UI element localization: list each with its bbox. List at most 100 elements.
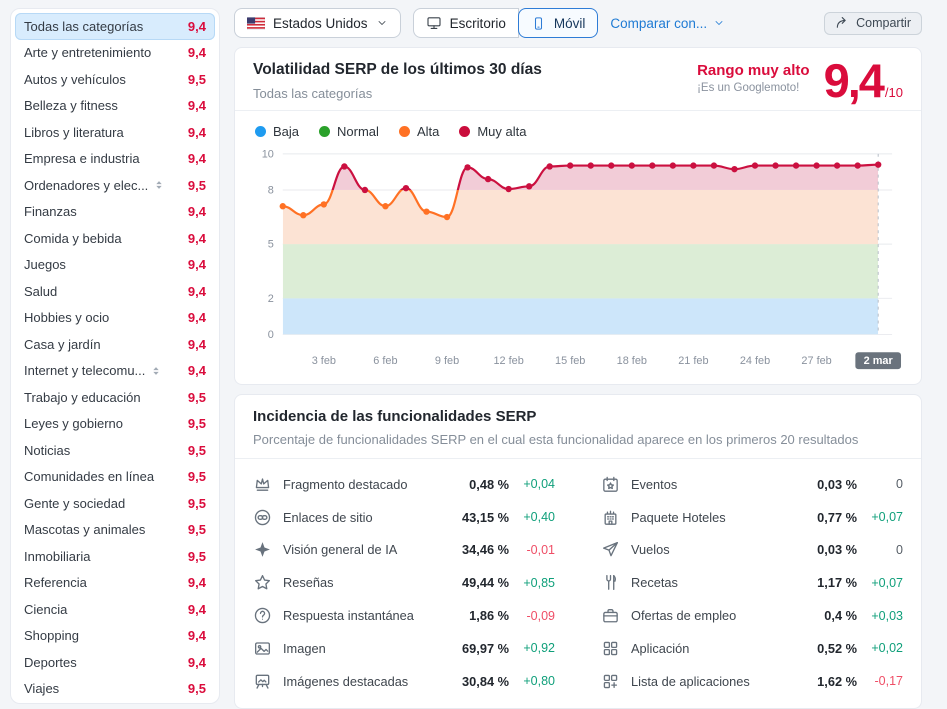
device-desktop-button[interactable]: Escritorio <box>413 8 519 38</box>
sidebar-item-trabajo-y-educaci-n[interactable]: Trabajo y educación9,5 <box>15 384 215 411</box>
flights-icon <box>601 540 620 559</box>
instant-answer-icon <box>253 606 272 625</box>
sidebar-item-viajes[interactable]: Viajes9,5 <box>15 676 215 703</box>
volatility-score: 9,4 /10 <box>824 61 903 101</box>
country-label: Estados Unidos <box>273 16 368 31</box>
crown-icon <box>253 475 272 494</box>
sidebar-item-empresa-e-industria[interactable]: Empresa e industria9,4 <box>15 146 215 173</box>
category-score: 9,5 <box>188 549 206 564</box>
category-score: 9,4 <box>188 310 206 325</box>
category-label: Belleza y fitness <box>24 98 188 113</box>
category-score: 9,4 <box>188 231 206 246</box>
category-score: 9,4 <box>188 257 206 272</box>
sidebar-item-hobbies-y-ocio[interactable]: Hobbies y ocio9,4 <box>15 305 215 332</box>
feature-row-paquete-hoteles: Paquete Hoteles0,77 %+0,07 <box>601 501 903 534</box>
legend-item-alta: Alta <box>399 124 439 139</box>
sidebar-item-ordenadores-y-elec[interactable]: Ordenadores y elec...9,5 <box>15 172 215 199</box>
feature-label: Visión general de IA <box>283 542 451 557</box>
share-button[interactable]: Compartir <box>824 12 922 35</box>
features-grid: Fragmento destacado0,48 %+0,04Enlaces de… <box>253 459 903 707</box>
sidebar-item-finanzas[interactable]: Finanzas9,4 <box>15 199 215 226</box>
sidebar-item-inmobiliaria[interactable]: Inmobiliaria9,5 <box>15 543 215 570</box>
sidebar-item-ciencia[interactable]: Ciencia9,4 <box>15 596 215 623</box>
features-column-right: Eventos0,03 %0Paquete Hoteles0,77 %+0,07… <box>601 468 903 698</box>
mobile-icon <box>531 16 546 31</box>
category-score: 9,5 <box>188 178 206 193</box>
sidebar-item-casa-y-jard-n[interactable]: Casa y jardín9,4 <box>15 331 215 358</box>
range-label: Rango muy alto <box>697 62 810 79</box>
chevron-down-icon <box>376 17 388 29</box>
device-mobile-label: Móvil <box>554 16 586 31</box>
category-score: 9,5 <box>188 443 206 458</box>
feature-change: 0 <box>857 543 903 557</box>
feature-label: Enlaces de sitio <box>283 510 451 525</box>
category-label: Salud <box>24 284 188 299</box>
sitelinks-icon <box>253 508 272 527</box>
features-card-header: Incidencia de las funcionalidades SERP P… <box>235 395 921 459</box>
sidebar-item-noticias[interactable]: Noticias9,5 <box>15 437 215 464</box>
feature-value: 49,44 % <box>451 575 509 590</box>
svg-text:8: 8 <box>268 184 274 196</box>
category-list: Todas las categorías9,4Arte y entretenim… <box>15 13 215 702</box>
category-label: Internet y telecomu... <box>24 363 188 378</box>
sidebar-item-salud[interactable]: Salud9,4 <box>15 278 215 305</box>
category-label: Shopping <box>24 628 188 643</box>
compare-with-label: Comparar con... <box>610 16 707 31</box>
country-select[interactable]: Estados Unidos <box>234 8 401 38</box>
feature-value: 69,97 % <box>451 641 509 656</box>
compare-with-link[interactable]: Comparar con... <box>610 16 725 31</box>
image-icon <box>253 639 272 658</box>
sidebar-item-leyes-y-gobierno[interactable]: Leyes y gobierno9,5 <box>15 411 215 438</box>
category-score: 9,5 <box>188 72 206 87</box>
sidebar-item-todas-las-categor-as[interactable]: Todas las categorías9,4 <box>15 13 215 40</box>
legend-label: Baja <box>273 124 299 139</box>
feature-value: 0,48 % <box>451 477 509 492</box>
feature-row-vuelos: Vuelos0,03 %0 <box>601 534 903 567</box>
sidebar-item-autos-y-veh-culos[interactable]: Autos y vehículos9,5 <box>15 66 215 93</box>
feature-label: Reseñas <box>283 575 451 590</box>
sidebar-item-arte-y-entretenimiento[interactable]: Arte y entretenimiento9,4 <box>15 40 215 67</box>
sidebar-item-comida-y-bebida[interactable]: Comida y bebida9,4 <box>15 225 215 252</box>
feature-value: 1,86 % <box>451 608 509 623</box>
volatility-subtitle: Todas las categorías <box>253 86 697 101</box>
svg-text:3 feb: 3 feb <box>312 355 336 367</box>
score-max: /10 <box>885 87 903 101</box>
feature-label: Aplicación <box>631 641 799 656</box>
range-block: Rango muy alto ¡Es un Googlemoto! <box>697 61 810 94</box>
feature-change: +0,03 <box>857 609 903 623</box>
sidebar-item-libros-y-literatura[interactable]: Libros y literatura9,4 <box>15 119 215 146</box>
device-mobile-button[interactable]: Móvil <box>518 8 599 38</box>
features-column-left: Fragmento destacado0,48 %+0,04Enlaces de… <box>253 468 555 698</box>
legend-item-muy-alta: Muy alta <box>459 124 526 139</box>
volatility-line-chart: 0258103 feb6 feb9 feb12 feb15 feb18 feb2… <box>253 145 903 377</box>
volatility-card-header: Volatilidad SERP de los últimos 30 días … <box>253 48 903 110</box>
sidebar-item-gente-y-sociedad[interactable]: Gente y sociedad9,5 <box>15 490 215 517</box>
category-label: Referencia <box>24 575 188 590</box>
sidebar-item-belleza-y-fitness[interactable]: Belleza y fitness9,4 <box>15 93 215 120</box>
feature-change: -0,09 <box>509 609 555 623</box>
category-label: Hobbies y ocio <box>24 310 188 325</box>
feature-row-enlaces-de-sitio: Enlaces de sitio43,15 %+0,40 <box>253 501 555 534</box>
feature-change: 0 <box>857 477 903 491</box>
sidebar-item-deportes[interactable]: Deportes9,4 <box>15 649 215 676</box>
app-list-icon <box>601 672 620 691</box>
sidebar-item-internet-y-telecomu[interactable]: Internet y telecomu...9,4 <box>15 358 215 385</box>
category-label: Comunidades en línea <box>24 469 188 484</box>
feature-value: 43,15 % <box>451 510 509 525</box>
ai-overview-icon <box>253 540 272 559</box>
sidebar-item-mascotas-y-animales[interactable]: Mascotas y animales9,5 <box>15 517 215 544</box>
category-score: 9,4 <box>188 284 206 299</box>
category-label: Inmobiliaria <box>24 549 188 564</box>
legend-item-baja: Baja <box>255 124 299 139</box>
feature-value: 0,4 % <box>799 608 857 623</box>
chart-legend: BajaNormalAltaMuy alta <box>255 111 903 141</box>
sidebar-item-shopping[interactable]: Shopping9,4 <box>15 623 215 650</box>
sidebar-item-comunidades-en-l-nea[interactable]: Comunidades en línea9,5 <box>15 464 215 491</box>
feature-row-rese-as: Reseñas49,44 %+0,85 <box>253 566 555 599</box>
sidebar-item-referencia[interactable]: Referencia9,4 <box>15 570 215 597</box>
sidebar-item-juegos[interactable]: Juegos9,4 <box>15 252 215 279</box>
category-score: 9,4 <box>188 602 206 617</box>
category-score: 9,4 <box>188 575 206 590</box>
feature-change: +0,40 <box>509 510 555 524</box>
category-label: Comida y bebida <box>24 231 188 246</box>
